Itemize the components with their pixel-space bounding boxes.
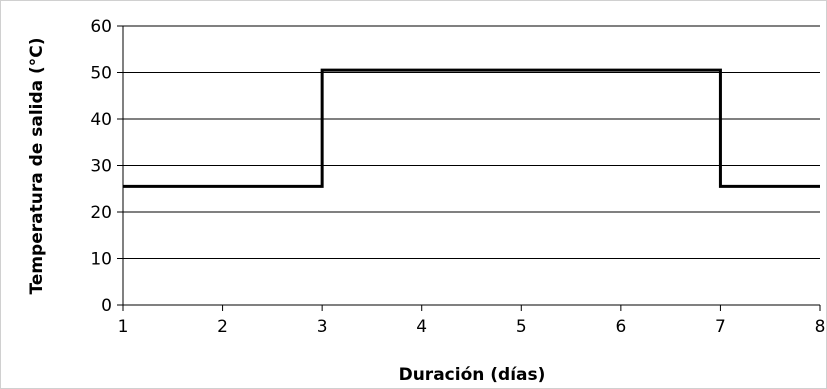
y-tick-label: 60	[90, 17, 112, 37]
y-tick-label: 40	[90, 110, 112, 130]
x-tick-label: 6	[615, 317, 626, 337]
x-tick-label: 4	[416, 317, 427, 337]
series-layer	[123, 68, 820, 188]
y-tick-label: 30	[90, 157, 112, 177]
y-tick-labels: 0 10 20 30 40 50 60	[90, 17, 112, 316]
x-tick-labels: 1 2 3 4 5 6 7 8	[118, 317, 826, 337]
x-tick-label: 5	[516, 317, 527, 337]
x-tick-label: 2	[217, 317, 228, 337]
y-tick-label: 50	[90, 64, 112, 84]
x-tick-label: 8	[815, 317, 826, 337]
x-axis-title: Duración (días)	[399, 365, 546, 385]
x-tick-label: 1	[118, 317, 129, 337]
grid-lines	[123, 25, 820, 259]
y-tick-label: 20	[90, 203, 112, 223]
y-tick-label: 10	[90, 250, 112, 270]
x-tick-label: 7	[715, 317, 726, 337]
x-tick-label: 3	[317, 317, 328, 337]
y-tick-label: 0	[101, 296, 112, 316]
series-line-0	[123, 68, 820, 188]
axes	[117, 25, 821, 311]
y-axis-title: Temperatura de salida (°C)	[27, 37, 47, 294]
